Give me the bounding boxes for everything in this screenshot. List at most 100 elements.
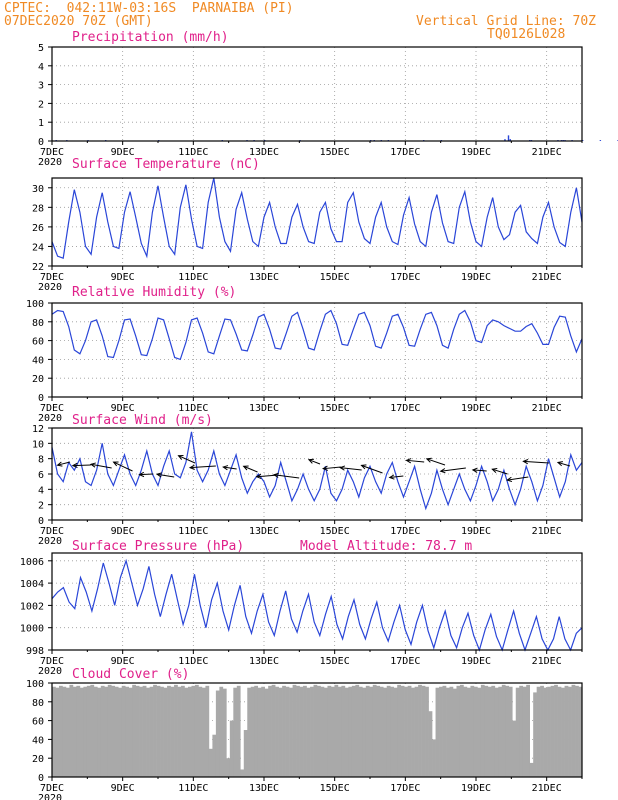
cloud-cover-bar: [114, 686, 119, 777]
cloud-cover-bar: [219, 686, 224, 777]
cloud-cover-bar: [397, 684, 401, 777]
cloud-cover-bar: [428, 711, 433, 777]
cloud-cover-bar: [187, 686, 192, 777]
x-tick-label: 21DEC: [532, 656, 562, 667]
cloud-cover-bar: [125, 686, 130, 777]
cloud-cover-bar: [254, 685, 259, 777]
cloud-cover-bar: [306, 687, 311, 777]
x-tick-label: 15DEC: [320, 656, 350, 667]
wind-vector-shaft: [90, 463, 112, 469]
cloud-cover-bar: [327, 685, 332, 777]
cloud-cover-bar: [261, 686, 265, 777]
cloud-cover-bar: [540, 685, 544, 777]
wind-vector-head: [425, 457, 432, 463]
wind-vector-shaft: [72, 464, 91, 467]
cloud-cover-bar: [163, 687, 168, 777]
cloud-cover-bar: [379, 686, 384, 777]
panel-title: Surface Wind (m/s): [72, 413, 213, 428]
cloud-cover-bar: [282, 685, 286, 777]
cloud-cover-bar: [407, 685, 412, 777]
cloud-cover-bar: [310, 686, 314, 777]
cloud-cover-bar: [268, 685, 272, 777]
x-tick-label: 17DEC: [390, 526, 420, 537]
x-year-label: 2020: [38, 282, 62, 293]
panel-frame: [51, 177, 583, 267]
x-tick-label: 9DEC: [111, 147, 135, 158]
y-tick-label: 0: [38, 393, 44, 404]
cloud-cover-bar: [421, 685, 426, 777]
panel-title: Surface Temperature (nC): [72, 157, 260, 172]
cloud-cover-bar: [452, 688, 457, 777]
panel-title: Relative Humidity (%): [72, 285, 236, 300]
wind-vector-shaft: [507, 476, 529, 481]
wind-vector-head: [112, 461, 119, 467]
x-tick-label: 15DEC: [320, 783, 350, 794]
panel-frame: [51, 427, 583, 521]
y-tick-label: 1000: [20, 624, 44, 635]
header-gridline: Vertical Grid Line: 70Z: [416, 14, 597, 29]
x-tick-label: 11DEC: [178, 526, 208, 537]
cloud-cover-bar: [456, 685, 461, 777]
x-year-label: 2020: [38, 793, 62, 800]
panel-frame: [51, 552, 583, 651]
wind-vector-head: [360, 464, 367, 470]
cloud-cover-bar: [132, 684, 136, 777]
cloud-cover-bar: [100, 685, 105, 777]
cloud-cover-bar: [515, 687, 520, 777]
panel-title: Surface Pressure (hPa): [72, 539, 244, 554]
cloud-cover-bar: [250, 686, 255, 777]
y-tick-label: 60: [32, 717, 44, 728]
wind-vector-head: [556, 461, 563, 467]
x-tick-label: 19DEC: [461, 783, 491, 794]
precipitation-bar: [599, 140, 602, 141]
x-tick-label: 7DEC: [40, 147, 64, 158]
panel-title: Cloud Cover (%): [72, 667, 189, 682]
series-line: [51, 431, 583, 511]
y-tick-label: 4: [38, 62, 44, 73]
x-tick-label: 9DEC: [111, 403, 135, 414]
cloud-cover-bar: [571, 684, 576, 777]
cloud-cover-bar: [341, 685, 346, 777]
cloud-cover-bar: [386, 685, 391, 777]
y-tick-label: 5: [38, 43, 44, 54]
wind-vector-shaft: [308, 459, 321, 465]
cloud-cover-bar: [376, 685, 381, 777]
cloud-cover-bar: [550, 685, 555, 777]
cloud-cover-bar: [480, 684, 485, 777]
y-tick-label: 0: [38, 137, 44, 148]
cloud-cover-bar: [418, 684, 422, 777]
cloud-cover-bar: [107, 684, 112, 777]
wind-vector-shaft: [139, 473, 154, 476]
y-tick-label: 1006: [20, 557, 44, 568]
x-tick-label: 11DEC: [178, 403, 208, 414]
cloud-cover-bar: [317, 685, 321, 777]
cloud-cover-bar: [167, 685, 171, 777]
y-tick-label: 100: [26, 679, 44, 690]
cloud-cover-bar: [292, 684, 297, 777]
cloud-cover-bar: [303, 685, 307, 777]
cloud-cover-bar: [149, 686, 154, 777]
cloud-cover-bar: [243, 730, 248, 777]
wind-vector-shaft: [389, 475, 404, 479]
cloud-cover-bar: [62, 686, 67, 777]
cloud-cover-bar: [184, 687, 189, 777]
cloud-cover-bar: [296, 685, 300, 777]
y-tick-label: 26: [32, 223, 44, 234]
wind-vector-head: [89, 462, 96, 468]
y-tick-label: 998: [26, 646, 44, 657]
wind-vector-head: [471, 467, 478, 473]
x-tick-label: 19DEC: [461, 147, 491, 158]
wind-vector-head: [255, 473, 262, 479]
cloud-cover-bar: [554, 684, 558, 777]
y-tick-label: 20: [32, 754, 44, 765]
cloud-cover-bar: [69, 684, 74, 777]
x-year-label: 2020: [38, 413, 62, 424]
y-tick-label: 2: [38, 501, 44, 512]
wind-vector-shaft: [273, 474, 300, 479]
cloud-cover-bar: [459, 684, 464, 777]
y-tick-label: 1002: [20, 601, 44, 612]
wind-vector-shaft: [190, 465, 216, 469]
x-tick-label: 21DEC: [532, 526, 562, 537]
cloud-cover-bar: [247, 687, 252, 777]
